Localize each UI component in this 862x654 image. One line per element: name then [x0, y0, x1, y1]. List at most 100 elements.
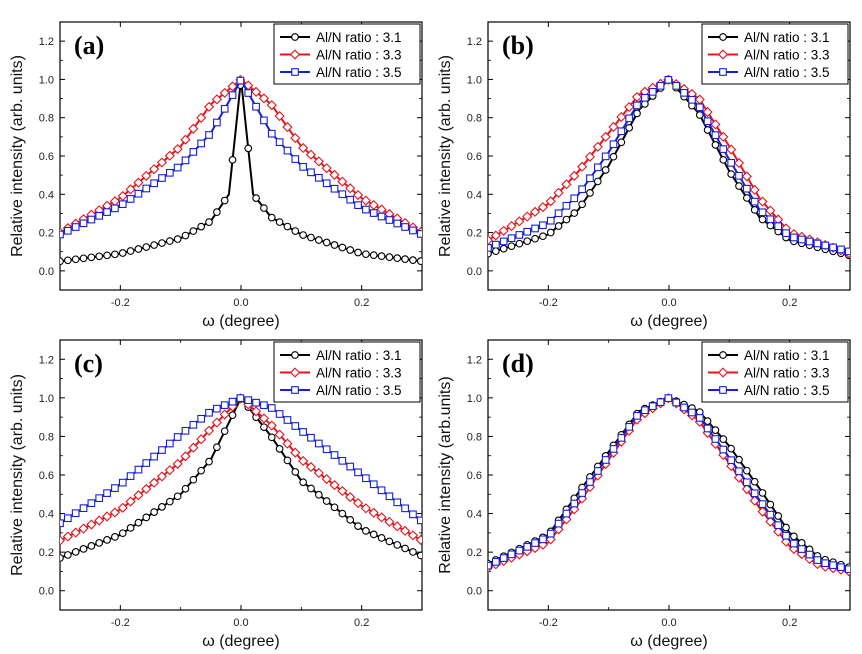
- data-point-black: [220, 196, 229, 205]
- data-point-blue: [531, 539, 539, 547]
- data-point-blue: [680, 88, 688, 97]
- data-area: [60, 74, 422, 266]
- data-point-blue: [103, 208, 111, 216]
- data-point-black: [189, 227, 198, 235]
- data-point-red: [376, 512, 387, 523]
- data-point-blue: [60, 230, 64, 239]
- data-point-blue: [680, 403, 688, 412]
- data-point-black: [766, 500, 775, 509]
- data-point-black: [60, 554, 64, 562]
- data-point-red: [141, 483, 152, 495]
- data-point-black: [735, 182, 743, 190]
- y-tick-label: 0.4: [467, 189, 482, 201]
- data-point-red: [164, 465, 175, 476]
- data-point-black: [393, 254, 402, 262]
- data-point-red: [86, 519, 97, 530]
- legend-marker-black: [291, 33, 299, 41]
- data-point-red: [125, 184, 136, 195]
- data-point-black: [291, 227, 300, 235]
- data-point-black: [515, 239, 524, 248]
- data-point-red: [258, 93, 269, 104]
- legend-marker-red: [717, 367, 729, 378]
- data-point-black: [790, 532, 798, 541]
- y-tick-label: 1.2: [39, 354, 54, 366]
- data-point-black: [758, 489, 767, 497]
- data-point-black: [118, 529, 127, 538]
- data-point-blue: [837, 563, 845, 572]
- y-tick-label: 0.8: [39, 431, 54, 443]
- data-point-red: [337, 485, 348, 497]
- y-axis-title: Relative intensity (arb. units): [9, 55, 26, 257]
- data-point-blue: [735, 171, 743, 180]
- data-point-blue: [488, 561, 492, 570]
- data-point-blue: [735, 467, 743, 476]
- data-point-red: [251, 86, 262, 97]
- data-point-blue: [362, 474, 370, 483]
- data-point-blue: [837, 245, 845, 254]
- data-point-red: [251, 406, 262, 417]
- data-point-black: [283, 222, 292, 231]
- data-point-blue: [346, 462, 355, 471]
- data-point-blue: [197, 139, 206, 148]
- data-point-red: [608, 121, 619, 132]
- data-point-red: [733, 157, 745, 169]
- data-point-blue: [338, 456, 347, 465]
- data-point-red: [196, 434, 207, 445]
- data-point-red: [498, 225, 509, 236]
- data-point-blue: [703, 117, 712, 126]
- data-point-blue: [797, 235, 806, 244]
- data-point-red: [282, 438, 293, 449]
- y-tick-label: 0.4: [39, 189, 54, 201]
- data-point-black: [87, 542, 96, 550]
- data-point-black: [562, 215, 571, 224]
- data-point-blue: [499, 554, 508, 562]
- data-point-red: [172, 143, 183, 155]
- data-point-black: [142, 513, 151, 522]
- data-point-red: [172, 458, 183, 469]
- data-area: [60, 393, 422, 562]
- data-point-black: [314, 490, 323, 499]
- data-point-blue: [79, 504, 88, 513]
- x-tick-label: 0.0: [661, 297, 676, 309]
- series-line-blue: [60, 396, 422, 525]
- data-point-black: [377, 252, 386, 261]
- data-point-red: [211, 94, 222, 105]
- data-point-blue: [531, 224, 539, 233]
- data-point-blue: [539, 535, 547, 544]
- data-point-red: [305, 461, 317, 473]
- legend: Al/N ratio : 3.1 Al/N ratio : 3.3 Al/N rat…: [273, 341, 421, 403]
- data-point-black: [742, 466, 751, 475]
- data-point-blue: [377, 486, 386, 495]
- data-point-red: [360, 195, 371, 206]
- data-point-blue: [197, 414, 206, 423]
- data-point-black: [213, 443, 221, 452]
- data-point-red: [345, 491, 356, 503]
- data-point-red: [490, 230, 501, 241]
- y-tick-label: 0.6: [39, 470, 54, 482]
- data-point-blue: [507, 234, 516, 243]
- data-point-red: [313, 467, 324, 479]
- data-point-blue: [291, 422, 300, 430]
- data-point-blue: [220, 401, 229, 409]
- data-point-blue: [228, 91, 237, 99]
- data-point-red: [101, 511, 113, 522]
- data-point-blue: [213, 118, 221, 127]
- data-point-red: [188, 123, 199, 134]
- data-point-red: [313, 156, 324, 167]
- data-point-black: [134, 518, 143, 527]
- data-point-blue: [267, 129, 276, 138]
- y-tick-label: 0.8: [467, 431, 482, 443]
- data-point-blue: [488, 244, 492, 252]
- data-point-red: [274, 429, 285, 440]
- data-point-blue: [562, 201, 571, 210]
- data-point-blue: [609, 140, 618, 149]
- data-point-blue: [181, 426, 190, 435]
- data-point-red: [352, 498, 364, 509]
- data-point-blue: [821, 559, 830, 568]
- x-tick-label: 0.2: [354, 297, 369, 309]
- data-point-blue: [641, 93, 649, 102]
- series-line-red: [60, 396, 422, 542]
- data-point-blue: [87, 499, 96, 508]
- data-point-blue: [416, 516, 422, 525]
